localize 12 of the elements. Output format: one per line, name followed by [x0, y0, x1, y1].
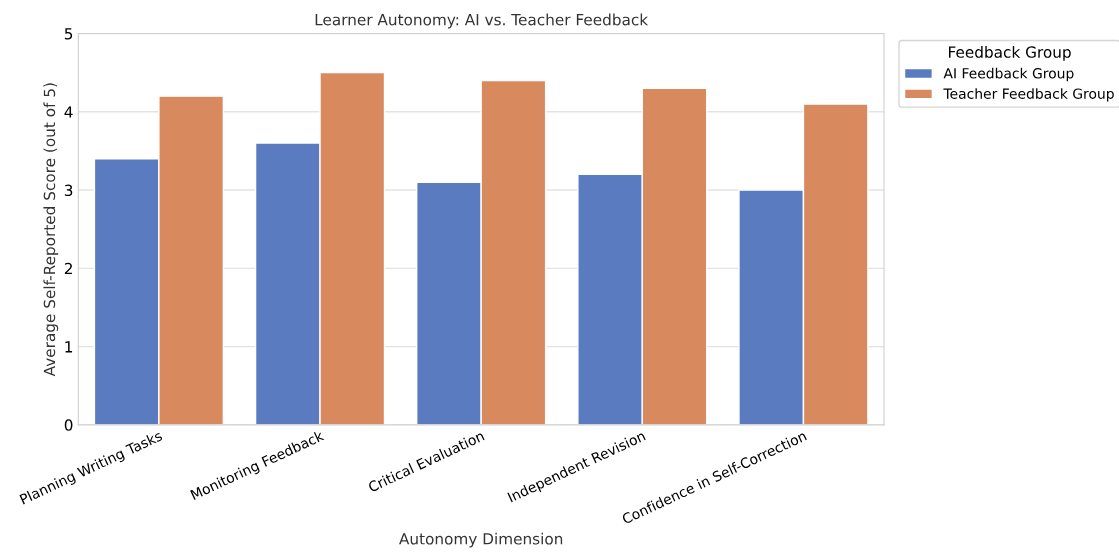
legend-label: AI Feedback Group: [943, 67, 1074, 82]
y-tick-label: 2: [64, 262, 72, 275]
y-tick-label: 0: [64, 419, 73, 431]
y-tick-label: 3: [64, 184, 73, 197]
legend-title: Feedback Group: [949, 46, 1071, 61]
y-tick-label: 5: [64, 28, 73, 40]
legend-label: Teacher Feedback Group: [943, 88, 1114, 102]
chart-title: Learner Autonomy: AI vs. Teacher Feedback: [315, 13, 649, 29]
y-axis-title: Average Self-Reported Score (out of 5): [43, 83, 59, 377]
y-tick-label: 1: [65, 341, 73, 353]
x-axis-title: Autonomy Dimension: [399, 532, 563, 548]
y-tick-label: 4: [64, 106, 73, 118]
